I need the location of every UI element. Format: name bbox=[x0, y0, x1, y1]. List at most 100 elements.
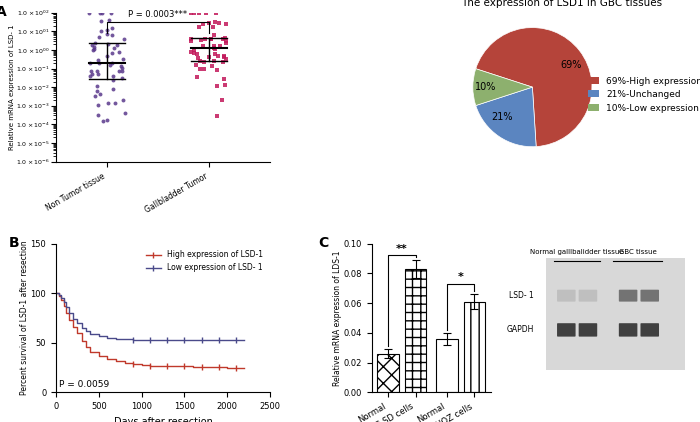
Point bbox=[95, 18, 106, 24]
X-axis label: Days after resection: Days after resection bbox=[113, 417, 213, 422]
Point bbox=[110, 100, 121, 106]
Text: B: B bbox=[9, 236, 20, 250]
Point bbox=[83, 9, 94, 16]
Point bbox=[220, 38, 232, 45]
Point bbox=[97, 118, 108, 124]
Text: 69%: 69% bbox=[561, 60, 582, 70]
FancyBboxPatch shape bbox=[546, 258, 685, 370]
Text: *: * bbox=[458, 272, 463, 282]
Point bbox=[92, 71, 103, 78]
Text: 10%: 10% bbox=[475, 82, 497, 92]
Point bbox=[212, 52, 223, 59]
Point bbox=[106, 50, 118, 57]
Text: GBC tissue: GBC tissue bbox=[619, 249, 657, 255]
Point bbox=[207, 24, 218, 30]
Point bbox=[209, 45, 220, 51]
Point bbox=[193, 9, 204, 16]
Point bbox=[205, 35, 216, 42]
Point bbox=[108, 45, 120, 52]
Wedge shape bbox=[476, 27, 592, 146]
Point bbox=[216, 97, 228, 103]
FancyBboxPatch shape bbox=[557, 289, 575, 302]
Point bbox=[85, 72, 96, 79]
Point bbox=[191, 73, 202, 80]
Point bbox=[220, 21, 232, 27]
Point bbox=[218, 36, 229, 43]
Point bbox=[197, 42, 208, 49]
Legend: High expression of LSD-1, Low expression of LSD- 1: High expression of LSD-1, Low expression… bbox=[143, 247, 266, 275]
Point bbox=[113, 49, 125, 55]
Point bbox=[94, 60, 105, 67]
FancyBboxPatch shape bbox=[619, 323, 638, 337]
Point bbox=[94, 91, 106, 97]
Point bbox=[220, 81, 231, 88]
Legend: 69%-High expression, 21%-Unchanged, 10%-Low expression: 69%-High expression, 21%-Unchanged, 10%-… bbox=[584, 73, 700, 116]
Point bbox=[199, 65, 210, 72]
Wedge shape bbox=[476, 87, 536, 147]
Point bbox=[93, 34, 104, 41]
Point bbox=[199, 58, 210, 65]
Point bbox=[188, 49, 199, 56]
Point bbox=[92, 57, 104, 63]
FancyBboxPatch shape bbox=[579, 289, 597, 302]
Point bbox=[117, 56, 128, 63]
Text: Normal galllbalidder tissue: Normal galllbalidder tissue bbox=[531, 249, 624, 255]
Point bbox=[211, 9, 222, 16]
Point bbox=[107, 76, 118, 83]
Point bbox=[186, 38, 197, 45]
Text: A: A bbox=[0, 5, 7, 19]
Point bbox=[108, 86, 119, 93]
Point bbox=[119, 110, 130, 116]
Point bbox=[92, 102, 104, 108]
Point bbox=[102, 53, 113, 60]
Text: The expression of LSD1 in GBC tissues: The expression of LSD1 in GBC tissues bbox=[461, 0, 662, 8]
Y-axis label: Percent survival of LSD-1 after resection: Percent survival of LSD-1 after resectio… bbox=[20, 241, 29, 395]
FancyBboxPatch shape bbox=[640, 289, 659, 302]
Text: GAPDH: GAPDH bbox=[507, 325, 534, 334]
Point bbox=[186, 49, 197, 56]
Point bbox=[193, 55, 204, 62]
FancyBboxPatch shape bbox=[579, 323, 597, 337]
Text: P = 0.0003***: P = 0.0003*** bbox=[128, 10, 188, 19]
Point bbox=[111, 42, 122, 49]
Point bbox=[218, 59, 229, 65]
Point bbox=[94, 9, 105, 16]
Point bbox=[189, 46, 200, 53]
Wedge shape bbox=[473, 69, 533, 106]
Point bbox=[195, 37, 206, 44]
Bar bbox=[436, 339, 458, 392]
Point bbox=[191, 62, 202, 68]
Point bbox=[198, 20, 209, 27]
Point bbox=[106, 24, 118, 31]
Bar bbox=[463, 302, 485, 392]
Point bbox=[220, 56, 231, 62]
Point bbox=[106, 60, 118, 66]
Point bbox=[88, 46, 99, 53]
Point bbox=[199, 36, 211, 43]
Point bbox=[102, 27, 113, 33]
Point bbox=[206, 63, 218, 70]
Point bbox=[90, 40, 101, 46]
Point bbox=[209, 57, 220, 64]
Point bbox=[85, 60, 96, 67]
Point bbox=[103, 100, 114, 107]
Point bbox=[116, 75, 127, 81]
Point bbox=[116, 62, 127, 69]
Text: C: C bbox=[318, 236, 328, 250]
Point bbox=[194, 23, 205, 30]
Point bbox=[209, 42, 220, 49]
Bar bbox=[377, 354, 399, 392]
Point bbox=[105, 62, 116, 69]
Point bbox=[91, 87, 102, 94]
Bar bbox=[405, 269, 426, 392]
Point bbox=[218, 76, 229, 83]
FancyBboxPatch shape bbox=[557, 323, 575, 337]
Point bbox=[206, 35, 217, 42]
Point bbox=[188, 9, 199, 16]
Point bbox=[101, 116, 112, 123]
Point bbox=[218, 53, 229, 60]
Point bbox=[92, 111, 103, 118]
Point bbox=[88, 44, 99, 51]
Point bbox=[118, 97, 129, 103]
Point bbox=[220, 40, 232, 47]
